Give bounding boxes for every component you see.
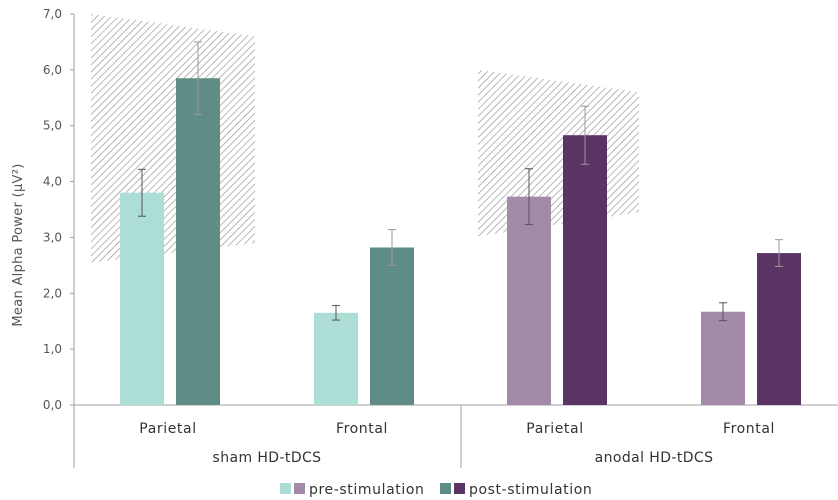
bar-post-stimulation	[563, 135, 607, 405]
legend: pre-stimulation post-stimulation	[280, 482, 592, 498]
category-labels: Parietal Frontal Parietal Frontal	[139, 421, 775, 437]
bar-post-stimulation	[370, 247, 414, 405]
legend-swatch	[280, 483, 291, 494]
y-ticks: 0,0 1,0 2,0 3,0 4,0 5,0 6,0 7,0	[43, 7, 74, 412]
y-tick-label: 2,0	[43, 286, 62, 300]
category-label: Parietal	[526, 421, 583, 437]
group-labels: sham HD-tDCS anodal HD-tDCS	[213, 450, 714, 466]
y-tick-label: 3,0	[43, 230, 62, 244]
error-bars	[138, 41, 783, 322]
category-label: Frontal	[336, 421, 388, 437]
bars	[120, 78, 801, 405]
category-label: Frontal	[723, 421, 775, 437]
legend-swatch	[440, 483, 451, 494]
y-tick-label: 7,0	[43, 7, 62, 21]
hatched-region	[478, 69, 639, 237]
y-tick-label: 1,0	[43, 342, 62, 356]
category-label: Parietal	[139, 421, 196, 437]
bar-pre-stimulation	[314, 312, 358, 405]
bar-pre-stimulation	[701, 311, 745, 405]
hatched-region	[91, 14, 255, 263]
y-tick-label: 5,0	[43, 119, 62, 133]
group-label: sham HD-tDCS	[213, 450, 322, 466]
group-label: anodal HD-tDCS	[595, 450, 714, 466]
legend-label: pre-stimulation	[309, 482, 424, 498]
bar-pre-stimulation	[507, 196, 551, 405]
legend-swatch	[454, 483, 465, 494]
y-tick-label: 6,0	[43, 63, 62, 77]
bar-pre-stimulation	[120, 192, 164, 405]
bar-post-stimulation	[176, 78, 220, 405]
y-tick-label: 0,0	[43, 398, 62, 412]
legend-label: post-stimulation	[469, 482, 592, 498]
y-tick-label: 4,0	[43, 175, 62, 189]
y-axis-title: Mean Alpha Power (µV²)	[11, 163, 26, 326]
legend-swatch	[294, 483, 305, 494]
bar-post-stimulation	[757, 253, 801, 405]
hatched-regions	[91, 14, 639, 263]
